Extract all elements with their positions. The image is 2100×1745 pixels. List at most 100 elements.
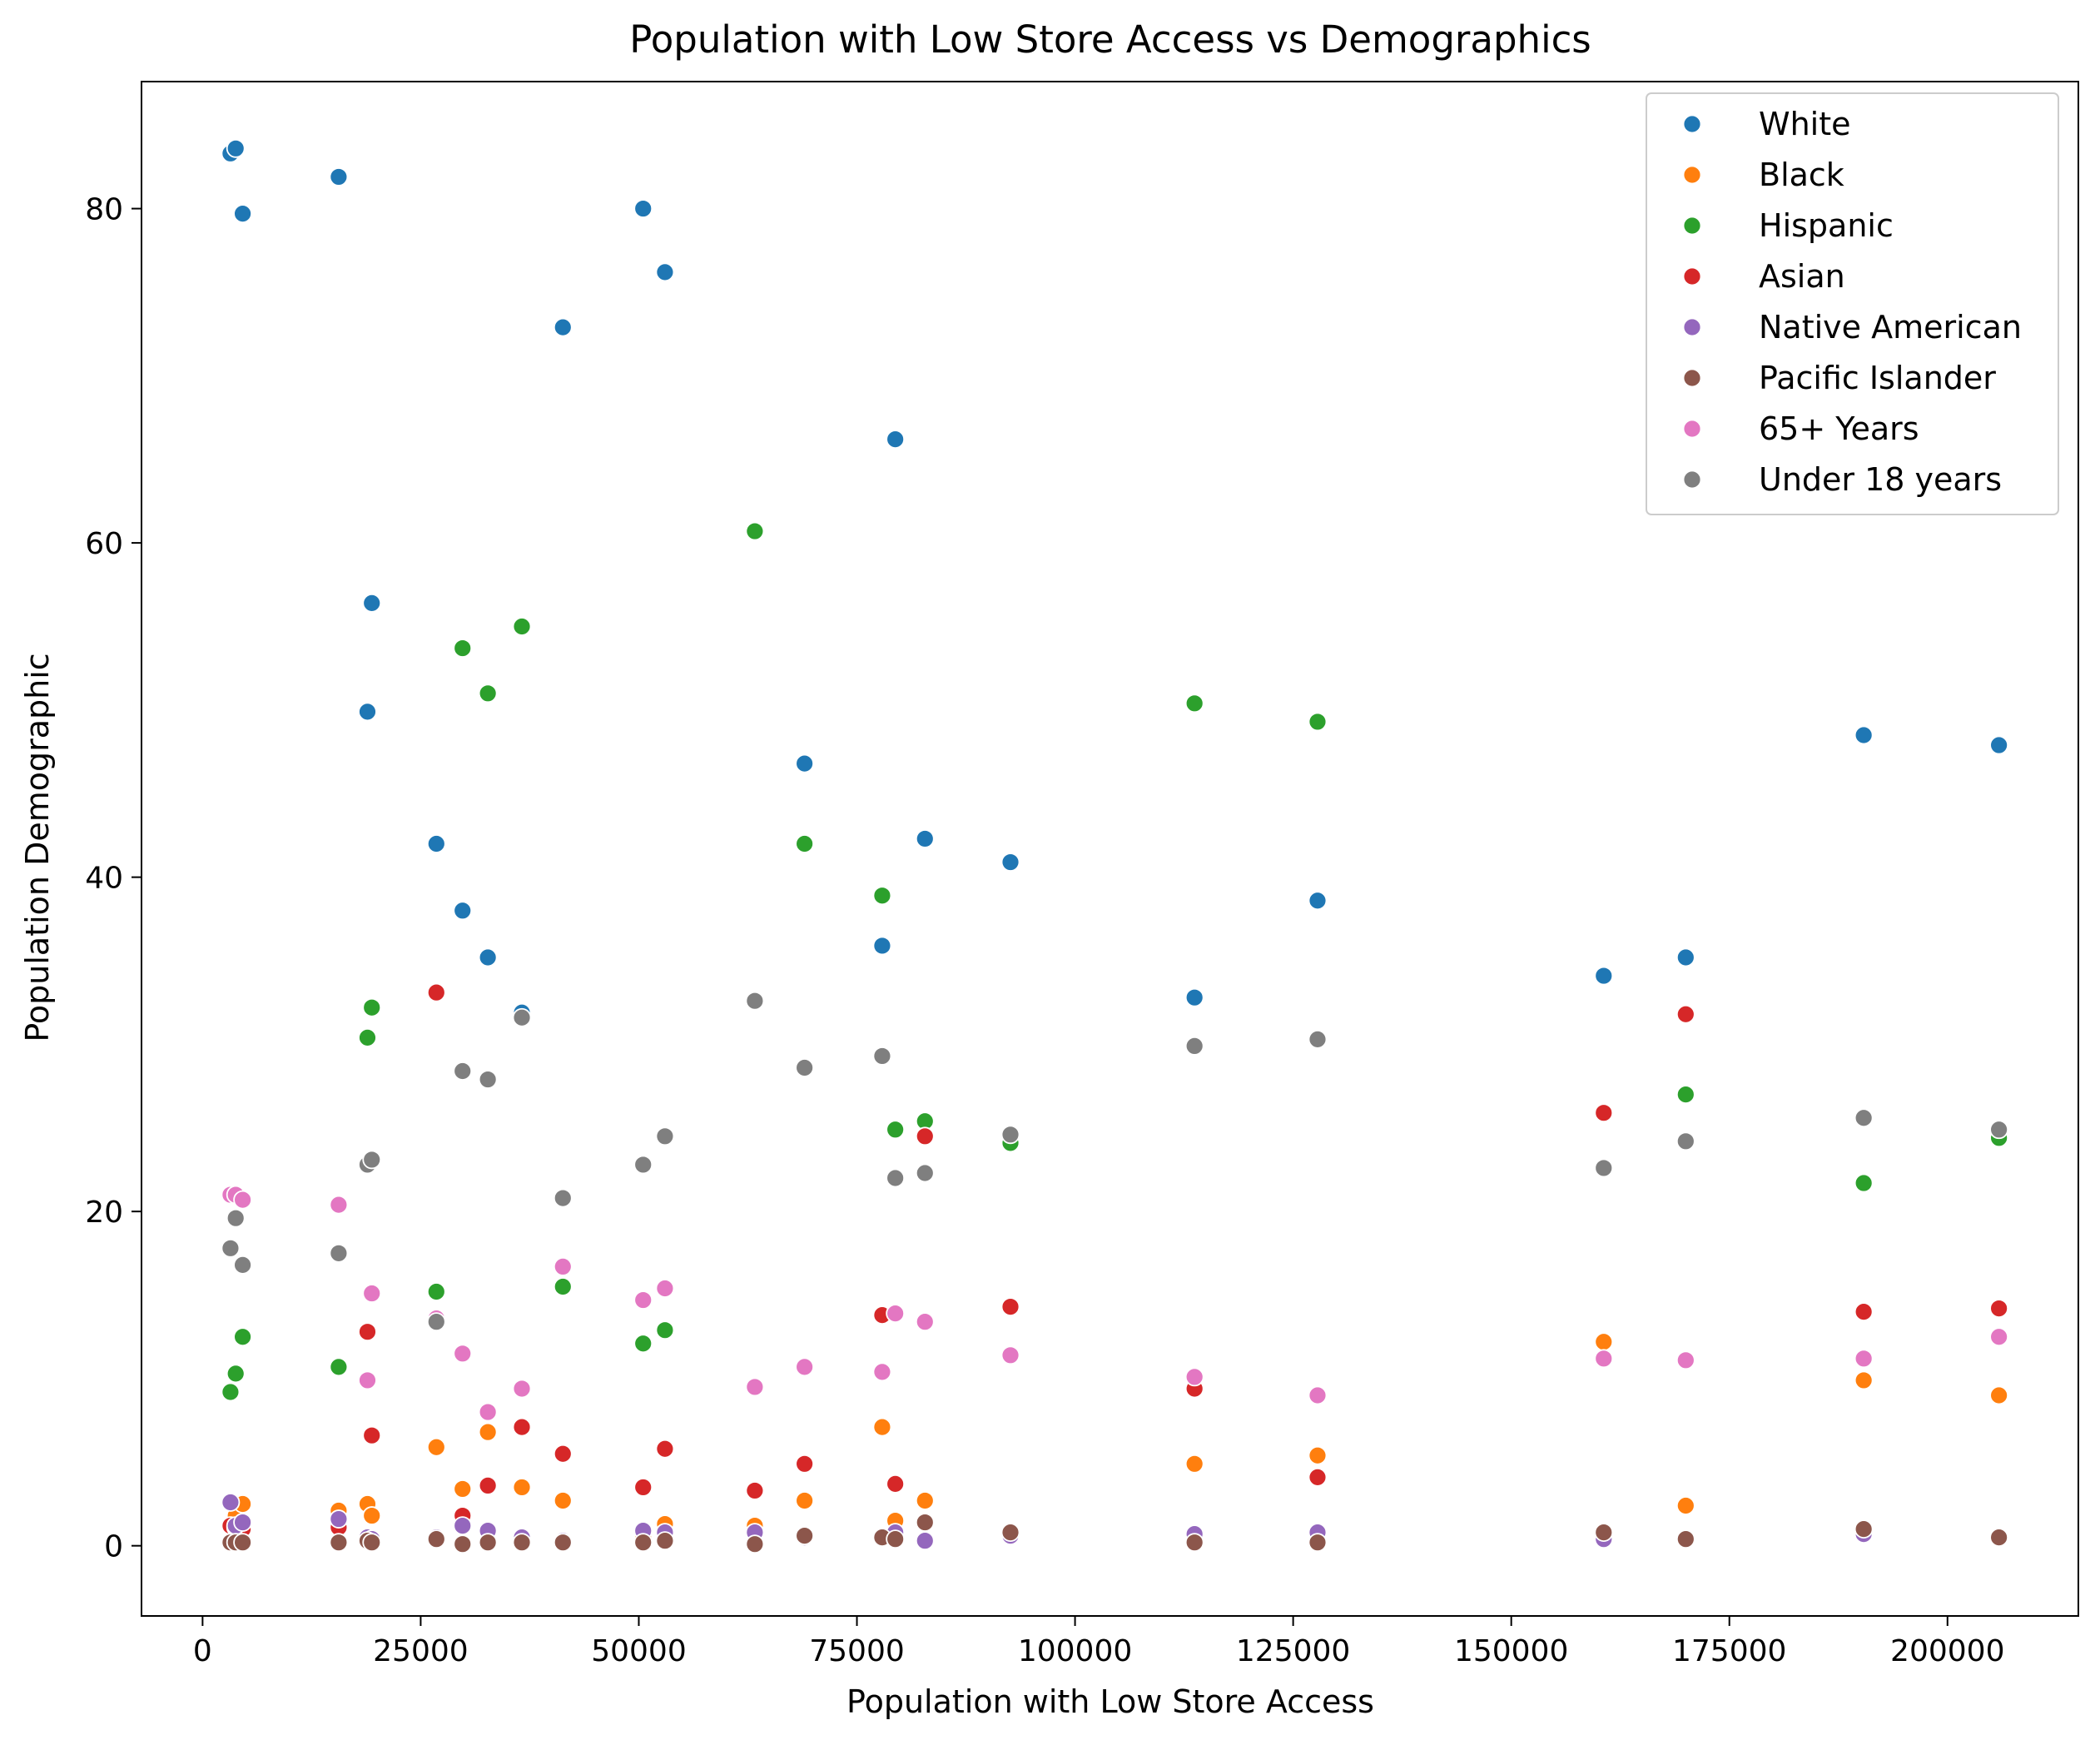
- legend-marker: [1682, 266, 1702, 286]
- point-65-years: [795, 1357, 815, 1377]
- point-asian: [633, 1478, 653, 1497]
- point-under-18-years: [233, 1255, 252, 1275]
- point-white: [426, 834, 446, 853]
- point-black: [553, 1491, 573, 1510]
- point-native-american: [453, 1516, 473, 1535]
- point-under-18-years: [553, 1188, 573, 1208]
- point-black: [512, 1478, 532, 1497]
- legend-marker: [1682, 317, 1702, 337]
- point-under-18-years: [221, 1238, 241, 1258]
- point-under-18-years: [1854, 1108, 1874, 1128]
- point-hispanic: [453, 639, 473, 658]
- point-hispanic: [553, 1277, 573, 1296]
- point-under-18-years: [226, 1208, 246, 1228]
- x-tick-label: 200000: [1890, 1634, 2004, 1668]
- point-asian: [478, 1476, 498, 1495]
- point-white: [1000, 853, 1020, 872]
- point-white: [1676, 947, 1695, 967]
- y-tick-label: 0: [104, 1530, 123, 1564]
- point-hispanic: [745, 521, 765, 541]
- point-under-18-years: [1308, 1029, 1328, 1049]
- point-asian: [795, 1454, 815, 1474]
- point-asian: [655, 1439, 675, 1459]
- point-white: [358, 702, 377, 722]
- point-pacific-islander: [362, 1533, 382, 1553]
- y-tick-label: 40: [85, 862, 123, 896]
- point-pacific-islander: [795, 1526, 815, 1546]
- point-hispanic: [512, 617, 532, 636]
- point-black: [1854, 1370, 1874, 1390]
- legend-item-under-18-years: Under 18 years: [1682, 461, 2002, 498]
- point-white: [226, 138, 246, 158]
- point-black: [872, 1417, 892, 1437]
- point-65-years: [1308, 1385, 1328, 1405]
- point-black: [478, 1422, 498, 1442]
- point-under-18-years: [426, 1312, 446, 1332]
- point-65-years: [233, 1190, 252, 1210]
- point-white: [795, 753, 815, 773]
- point-white: [1594, 966, 1614, 986]
- point-pacific-islander: [745, 1534, 765, 1554]
- point-black: [795, 1491, 815, 1510]
- point-asian: [1594, 1103, 1614, 1123]
- legend-label: Under 18 years: [1759, 461, 2002, 498]
- y-axis-label: Population Demographic: [19, 653, 56, 1042]
- point-pacific-islander: [915, 1513, 935, 1532]
- legend-marker: [1682, 216, 1702, 236]
- point-white: [233, 204, 252, 224]
- legend-marker: [1682, 419, 1702, 439]
- legend-item-asian: Asian: [1682, 258, 1845, 295]
- point-asian: [915, 1126, 935, 1146]
- point-65-years: [1989, 1327, 2009, 1347]
- point-pacific-islander: [655, 1531, 675, 1551]
- y-tick-label: 20: [85, 1196, 123, 1230]
- point-under-18-years: [1184, 1036, 1204, 1056]
- point-asian: [886, 1474, 906, 1494]
- point-under-18-years: [362, 1150, 382, 1170]
- chart-title: Population with Low Store Access vs Demo…: [629, 17, 1591, 62]
- point-pacific-islander: [1989, 1528, 2009, 1548]
- point-under-18-years: [1676, 1131, 1695, 1151]
- point-hispanic: [633, 1334, 653, 1354]
- point-under-18-years: [478, 1070, 498, 1089]
- point-hispanic: [329, 1357, 349, 1377]
- point-hispanic: [1308, 712, 1328, 732]
- point-pacific-islander: [453, 1534, 473, 1554]
- point-hispanic: [872, 886, 892, 906]
- point-white: [1184, 987, 1204, 1007]
- point-65-years: [655, 1279, 675, 1298]
- legend-item-white: White: [1682, 106, 1851, 142]
- point-asian: [1676, 1004, 1695, 1024]
- point-under-18-years: [795, 1058, 815, 1077]
- x-tick-label: 125000: [1236, 1634, 1350, 1668]
- point-65-years: [478, 1402, 498, 1422]
- point-65-years: [1000, 1345, 1020, 1365]
- point-asian: [553, 1444, 573, 1464]
- point-hispanic: [426, 1282, 446, 1301]
- point-white: [329, 167, 349, 186]
- point-under-18-years: [745, 991, 765, 1011]
- point-65-years: [453, 1344, 473, 1364]
- point-65-years: [745, 1377, 765, 1397]
- axes-frame: [141, 81, 2079, 1617]
- series-pacific-islander: [221, 1513, 2009, 1554]
- point-65-years: [1594, 1349, 1614, 1369]
- point-white: [453, 901, 473, 921]
- point-under-18-years: [633, 1155, 653, 1175]
- legend: White Black Hispanic Asian Native American Pa…: [1646, 92, 2059, 515]
- point-pacific-islander: [886, 1529, 906, 1549]
- point-65-years: [329, 1195, 349, 1215]
- point-under-18-years: [655, 1126, 675, 1146]
- point-under-18-years: [329, 1243, 349, 1263]
- point-native-american: [915, 1531, 935, 1551]
- point-pacific-islander: [1000, 1523, 1020, 1543]
- legend-label: 65+ Years: [1759, 410, 1919, 447]
- point-pacific-islander: [512, 1533, 532, 1553]
- point-asian: [1308, 1467, 1328, 1487]
- point-65-years: [633, 1290, 653, 1310]
- point-pacific-islander: [233, 1533, 252, 1553]
- point-65-years: [1676, 1350, 1695, 1370]
- x-axis-label: Population with Low Store Access: [846, 1683, 1374, 1720]
- series-under-18-years: [221, 991, 2009, 1332]
